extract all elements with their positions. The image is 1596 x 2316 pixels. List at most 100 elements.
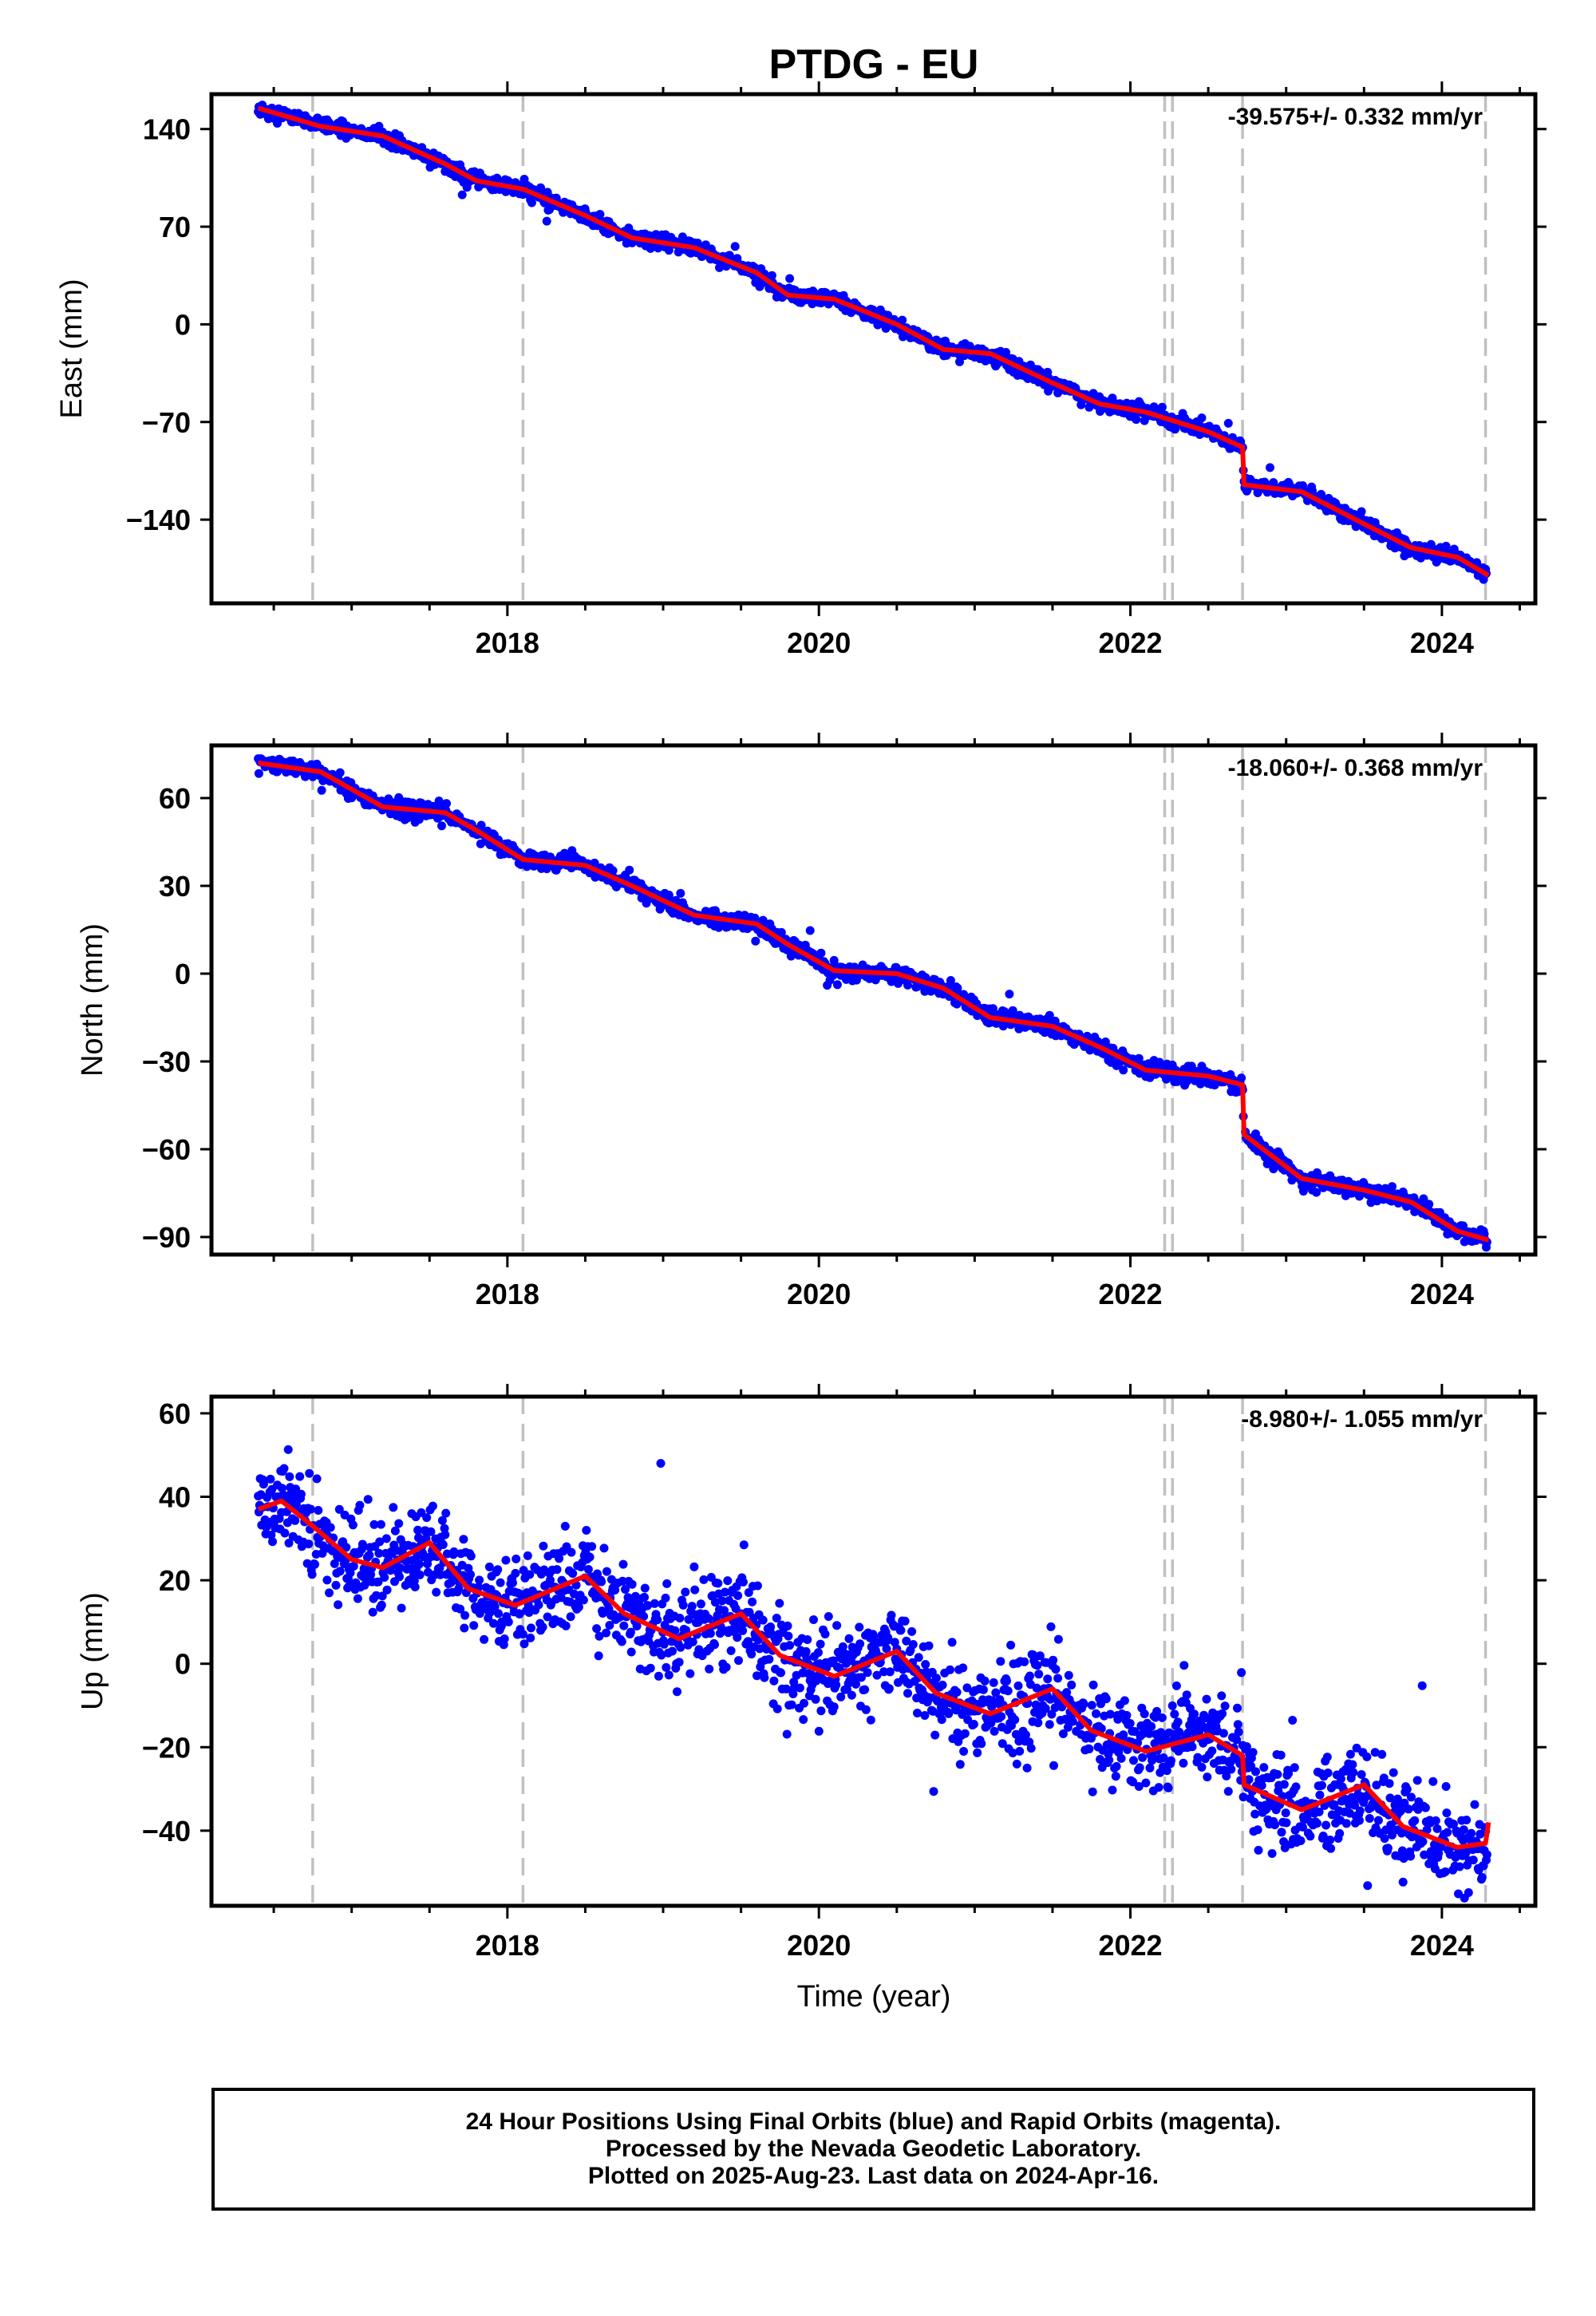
data-point [515, 1610, 524, 1618]
data-point [617, 1637, 626, 1646]
data-point [767, 271, 776, 280]
data-point [334, 1504, 344, 1514]
data-point [511, 1568, 520, 1578]
data-point [335, 1567, 345, 1576]
data-point [1173, 1717, 1183, 1727]
data-point [523, 1551, 532, 1560]
data-point [1179, 1758, 1188, 1768]
data-point [753, 1581, 762, 1591]
data-point [1227, 1765, 1236, 1774]
data-point [1008, 1749, 1017, 1757]
data-point [1152, 1706, 1162, 1716]
data-point [1015, 1746, 1025, 1756]
data-point [656, 1459, 666, 1468]
plot-frame [209, 92, 1538, 606]
data-point [1171, 1681, 1181, 1690]
data-point [1049, 1655, 1058, 1665]
data-point [1045, 1010, 1054, 1020]
data-point [335, 768, 345, 777]
data-point [726, 1646, 736, 1655]
data-point [755, 1644, 764, 1654]
x-tick-label: 2018 [476, 626, 539, 659]
data-point [305, 1468, 314, 1478]
data-point [960, 1729, 970, 1738]
data-point [764, 1654, 774, 1664]
data-point [937, 1715, 946, 1725]
data-point [782, 1729, 792, 1739]
data-point [1234, 1727, 1243, 1737]
data-point [469, 1621, 479, 1630]
data-point [610, 1585, 620, 1595]
data-point [567, 1547, 576, 1557]
data-point [583, 1565, 593, 1574]
data-point [743, 1637, 753, 1646]
data-point [1033, 1718, 1043, 1728]
data-point [657, 1650, 666, 1660]
data-point [1357, 507, 1366, 516]
data-point [907, 1626, 917, 1636]
data-point [395, 1572, 404, 1582]
data-point [720, 1587, 729, 1597]
data-point [280, 1528, 290, 1538]
data-point [1046, 1622, 1056, 1631]
data-point [866, 1715, 875, 1725]
data-point [1244, 1775, 1254, 1784]
data-point [1147, 1721, 1156, 1731]
rate-annotation: -39.575+/- 0.332 mm/yr [1228, 104, 1483, 130]
data-point [342, 1543, 351, 1552]
data-point [820, 1630, 830, 1638]
data-point [355, 1500, 365, 1510]
data-point [410, 1583, 420, 1591]
data-point [560, 1521, 570, 1531]
data-point [259, 1480, 268, 1489]
data-point [363, 1495, 373, 1504]
data-point [944, 1709, 954, 1718]
data-point [368, 1607, 377, 1617]
data-point [423, 1567, 433, 1577]
y-tick-label: −90 [142, 1221, 191, 1254]
data-point [1005, 990, 1014, 999]
data-point [278, 1484, 286, 1493]
data-point [1047, 1709, 1057, 1719]
data-point [734, 1656, 743, 1666]
data-point [1197, 413, 1207, 423]
data-point [787, 1700, 796, 1709]
data-point [920, 1711, 930, 1720]
data-point [896, 1626, 906, 1635]
data-point [931, 1674, 941, 1683]
data-point [493, 1565, 503, 1575]
data-point [449, 1547, 459, 1556]
data-point [977, 1739, 986, 1749]
data-point [902, 1636, 911, 1646]
data-point [397, 1603, 406, 1613]
data-point [1087, 1701, 1096, 1710]
data-point [675, 1614, 685, 1622]
data-point [816, 1706, 826, 1716]
data-point [348, 1520, 358, 1530]
data-point [1043, 1674, 1053, 1684]
data-point [900, 1616, 910, 1626]
data-point [772, 1704, 782, 1713]
data-point [721, 1662, 731, 1672]
data-point [664, 891, 674, 899]
data-point [1104, 1755, 1114, 1765]
data-point [1096, 1724, 1106, 1733]
data-point [851, 1679, 860, 1689]
data-point [358, 1539, 367, 1549]
data-point [440, 1524, 449, 1533]
data-point [1020, 1657, 1029, 1666]
data-point [1182, 1690, 1191, 1700]
data-point [914, 1653, 923, 1662]
data-point [952, 1687, 962, 1697]
data-point [389, 1503, 398, 1512]
data-point [326, 1523, 335, 1532]
data-point [753, 1671, 761, 1681]
data-point [681, 1587, 690, 1597]
data-point [1218, 1709, 1227, 1718]
data-point [710, 1640, 719, 1650]
data-point [302, 1559, 312, 1568]
data-point [519, 1566, 528, 1575]
data-point [1132, 415, 1141, 425]
data-point [568, 1569, 578, 1579]
